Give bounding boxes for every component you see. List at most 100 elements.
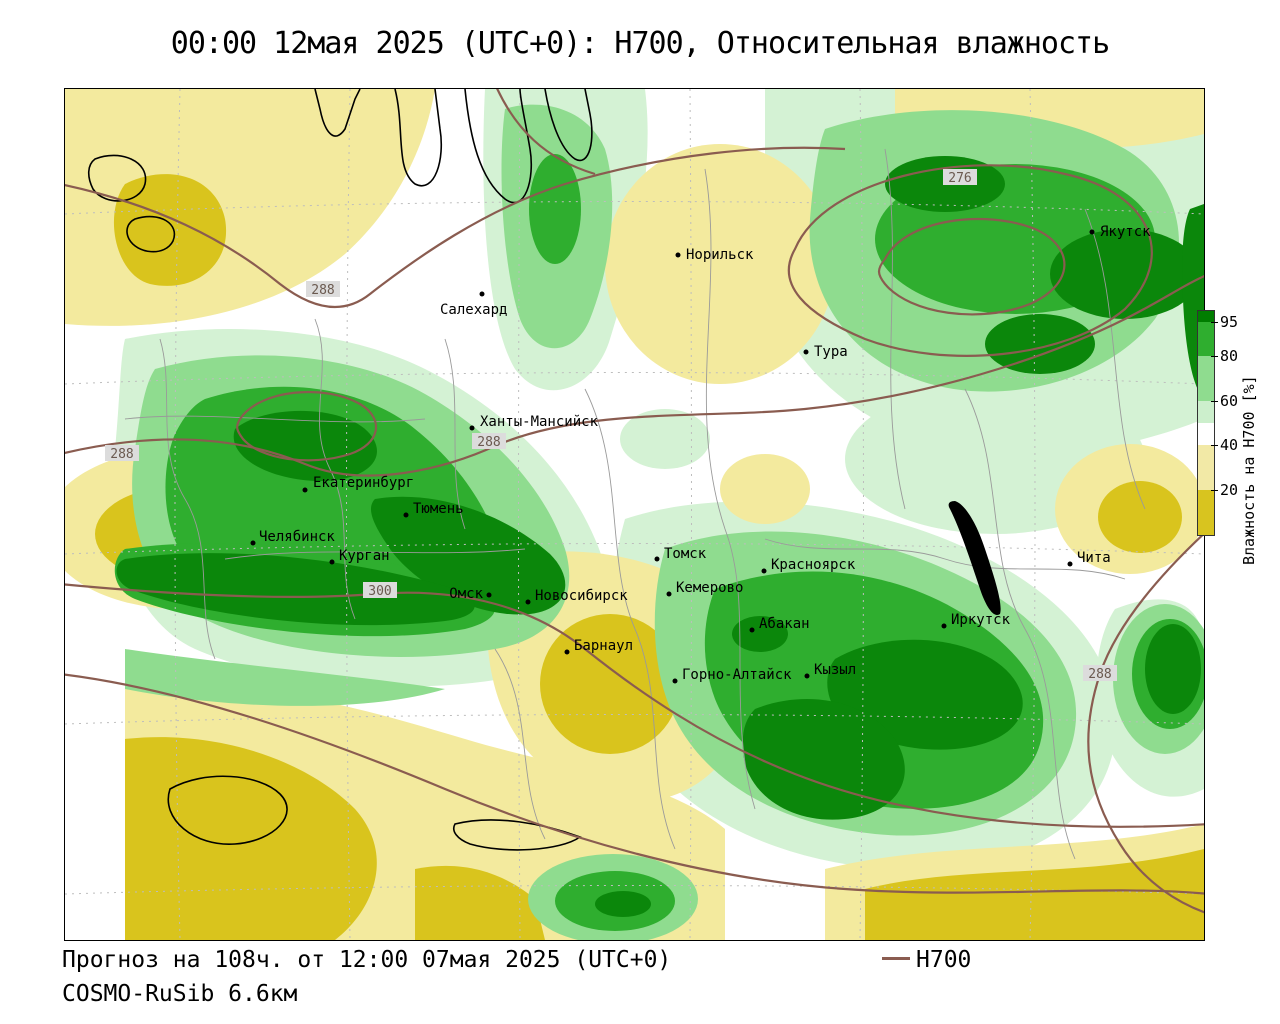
humidity-region [116, 553, 475, 626]
svg-text:Омск: Омск [449, 586, 483, 602]
colorbar-segment [1198, 356, 1214, 401]
svg-text:Иркутск: Иркутск [951, 612, 1011, 628]
humidity-region [1145, 624, 1201, 714]
humidity-region [865, 849, 1204, 940]
humidity-fill-layer [65, 89, 1204, 940]
humidity-region [1050, 229, 1200, 319]
city-marker: Барнаул [564, 638, 633, 655]
city-marker: Екатеринбург [302, 475, 414, 493]
humidity-region [742, 699, 905, 820]
city-marker: Кемерово [666, 580, 743, 597]
page-title: 00:00 12мая 2025 (UTC+0): H700, Относите… [170, 26, 1110, 61]
svg-text:Якутск: Якутск [1100, 224, 1151, 240]
colorbar-segment [1198, 311, 1214, 322]
svg-text:Горно-Алтайск: Горно-Алтайск [682, 667, 792, 683]
colorbar-tick [1211, 356, 1218, 357]
colorbar-tick-label: 60 [1220, 392, 1239, 410]
svg-text:Курган: Курган [339, 548, 390, 564]
svg-text:Челябинск: Челябинск [259, 529, 335, 545]
cities-layer: Норильск Салехард Тура Якутск Ханты-Манс… [250, 224, 1151, 684]
city-marker: Ханты-Мансийск [469, 414, 599, 431]
city-marker: Норильск [675, 247, 754, 263]
svg-text:Чита: Чита [1077, 550, 1111, 566]
map-area: 288 276 288 288 300 [64, 88, 1205, 941]
humidity-region [732, 616, 788, 652]
forecast-info: Прогноз на 108ч. от 12:00 07мая 2025 (UT… [62, 947, 672, 973]
svg-text:Новосибирск: Новосибирск [535, 588, 628, 604]
svg-text:288: 288 [477, 435, 500, 450]
humidity-region [985, 314, 1095, 374]
contour-label: 300 [363, 582, 397, 599]
humidity-region [720, 454, 810, 524]
colorbar-tick-label: 80 [1220, 347, 1239, 365]
humidity-region [113, 174, 227, 286]
colorbar-tick [1211, 490, 1218, 491]
colorbar-segment [1198, 401, 1214, 423]
colorbar-segment [1198, 423, 1214, 445]
humidity-region [620, 409, 710, 469]
contour-label: 288 [472, 433, 506, 450]
city-marker: Новосибирск [525, 588, 628, 605]
svg-text:Томск: Томск [664, 546, 707, 562]
city-marker: Красноярск [761, 557, 856, 574]
humidity-region [595, 891, 651, 917]
legend: H700 [882, 947, 971, 973]
svg-text:Екатеринбург: Екатеринбург [313, 475, 414, 491]
humidity-colorbar: 95 80 60 40 20 [1197, 310, 1238, 536]
admin-borders-layer [124, 148, 1146, 860]
svg-text:288: 288 [110, 447, 133, 462]
city-marker: Чита [1067, 550, 1111, 567]
city-marker: Горно-Алтайск [672, 667, 792, 684]
city-marker: Абакан [749, 616, 810, 633]
svg-text:288: 288 [1088, 667, 1111, 682]
svg-text:276: 276 [948, 171, 971, 186]
city-marker: Тура [803, 344, 848, 360]
humidity-region [540, 614, 680, 754]
colorbar-axis-label: Влажность на H700 [%] [1240, 375, 1258, 565]
contour-label: 276 [943, 169, 977, 186]
colorbar-tick [1211, 445, 1218, 446]
svg-text:Тюмень: Тюмень [413, 501, 464, 517]
colorbar-tick-label: 95 [1220, 313, 1239, 331]
svg-text:Кызыл: Кызыл [814, 662, 856, 678]
city-marker: Тюмень [403, 501, 464, 518]
city-marker: Иркутск [941, 612, 1011, 629]
city-marker: Салехард [440, 291, 507, 318]
contour-labels-layer: 288 276 288 288 300 [105, 169, 1117, 682]
contour-line-layer [65, 89, 1204, 914]
coastline-layer [87, 89, 1001, 851]
svg-text:Барнаул: Барнаул [574, 638, 633, 654]
svg-text:Ханты-Мансийск: Ханты-Мансийск [480, 414, 599, 430]
city-marker: Челябинск [250, 529, 335, 546]
colorbar-tick [1211, 322, 1218, 323]
model-info: COSMO-RuSib 6.6км [62, 981, 298, 1007]
city-marker: Курган [329, 548, 390, 565]
city-marker: Кызыл [804, 662, 856, 679]
svg-text:Красноярск: Красноярск [771, 557, 856, 573]
colorbar-segment [1198, 322, 1214, 356]
svg-text:Тура: Тура [814, 344, 848, 360]
city-marker: Якутск [1089, 224, 1151, 240]
svg-text:Салехард: Салехард [440, 302, 507, 318]
svg-text:Кемерово: Кемерово [676, 580, 743, 596]
colorbar-tick [1211, 401, 1218, 402]
svg-text:Абакан: Абакан [759, 616, 810, 632]
svg-text:Норильск: Норильск [686, 247, 754, 263]
svg-text:288: 288 [311, 283, 334, 298]
lake-baikal [948, 501, 1001, 615]
humidity-region [125, 649, 445, 706]
h700-line-swatch [882, 957, 910, 960]
humidity-region [605, 144, 835, 384]
colorbar-segment [1198, 490, 1214, 535]
humidity-region [415, 865, 545, 940]
humidity-region [370, 496, 566, 615]
colorbar-tick-label: 40 [1220, 436, 1239, 454]
contour-label: 288 [1083, 665, 1117, 682]
contour-label: 288 [306, 281, 340, 298]
humidity-region [529, 154, 581, 264]
humidity-region [1098, 481, 1182, 553]
legend-label: H700 [916, 947, 972, 973]
colorbar-tick-label: 20 [1220, 481, 1239, 499]
city-marker: Томск [654, 546, 707, 562]
